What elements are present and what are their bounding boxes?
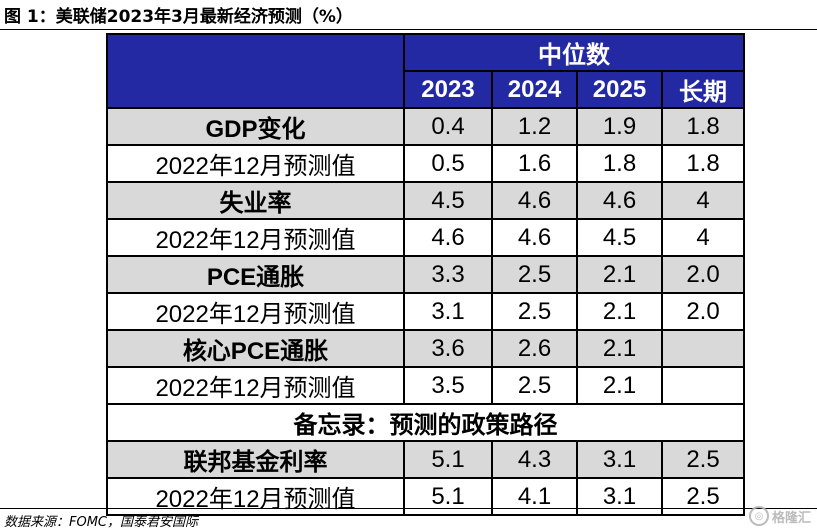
cell-value: 4.6 [491,218,578,257]
cell-value: 2.6 [491,329,578,368]
table-row: 联邦基金利率 5.1 4.3 3.1 2.5 [106,440,745,479]
cell-value: 0.4 [403,107,493,146]
cell-value: 2.5 [661,440,745,479]
table-row: 2022年12月预测值 0.5 1.6 1.8 1.8 [106,144,745,183]
cell-value: 0.5 [403,144,493,183]
cell-value: 1.8 [661,144,745,183]
header-blank-cell [106,33,405,109]
forecast-table: 中位数 2023 2024 2025 长期 GDP变化 0.4 1.2 1.9 … [106,33,745,516]
row-label: 失业率 [106,181,405,220]
cell-value: 4 [661,181,745,220]
header-col-2025: 2025 [576,70,663,109]
cell-value: 2.0 [661,255,745,294]
cell-value: 4.3 [491,440,578,479]
table-row: 2022年12月预测值 3.1 2.5 2.1 2.0 [106,292,745,331]
row-label: GDP变化 [106,107,405,146]
row-label: 2022年12月预测值 [106,366,405,405]
watermark: ◎ 格隆汇 [748,506,811,526]
header-row-years: 2023 2024 2025 长期 [107,70,745,109]
row-label: PCE通胀 [106,255,405,294]
bottom-rule [0,508,817,509]
table-row: GDP变化 0.4 1.2 1.9 1.8 [106,107,745,146]
table-row: PCE通胀 3.3 2.5 2.1 2.0 [106,255,745,294]
top-rule [0,29,817,30]
memo-label: 备忘录：预测的政策路径 [106,403,745,442]
cell-value: 2.5 [661,477,745,516]
cell-value: 2.1 [576,366,663,405]
table-row: 2022年12月预测值 3.5 2.5 2.1 [106,366,745,405]
header-col-2023: 2023 [403,70,493,109]
cell-value: 2.1 [576,255,663,294]
cell-value: 3.1 [576,440,663,479]
cell-value: 4.6 [403,218,493,257]
cell-value: 4.5 [403,181,493,220]
row-label: 2022年12月预测值 [106,218,405,257]
table-row: 核心PCE通胀 3.6 2.6 2.1 [106,329,745,368]
cell-value: 4.6 [491,181,578,220]
cell-value: 3.3 [403,255,493,294]
header-group-label: 中位数 [403,33,745,72]
row-label: 2022年12月预测值 [106,477,405,516]
cell-value: 2.5 [491,255,578,294]
cell-value: 4 [661,218,745,257]
row-label: 2022年12月预测值 [106,144,405,183]
cell-value [661,366,745,405]
memo-row: 备忘录：预测的政策路径 [106,403,745,442]
header-row-group: 中位数 [106,33,745,109]
cell-value: 2.5 [491,366,578,405]
cell-value: 5.1 [403,477,493,516]
cell-value: 2.1 [576,292,663,331]
cell-value: 4.6 [576,181,663,220]
cell-value: 1.8 [576,144,663,183]
cell-value: 1.6 [491,144,578,183]
cell-value: 5.1 [403,440,493,479]
cell-value: 2.1 [576,329,663,368]
row-label: 核心PCE通胀 [106,329,405,368]
cell-value: 3.1 [576,477,663,516]
cell-value: 3.5 [403,366,493,405]
figure-title: 图 1：美联储2023年3月最新经济预测（%） [4,7,353,27]
header-col-2024: 2024 [491,70,578,109]
cell-value: 3.1 [403,292,493,331]
cell-value: 4.5 [576,218,663,257]
cell-value: 1.8 [661,107,745,146]
table-row: 2022年12月预测值 5.1 4.1 3.1 2.5 [106,477,745,516]
cell-value: 2.5 [491,292,578,331]
row-label: 2022年12月预测值 [106,292,405,331]
header-col-long-run: 长期 [661,70,745,109]
table-row: 失业率 4.5 4.6 4.6 4 [106,181,745,220]
cell-value: 3.6 [403,329,493,368]
row-label: 联邦基金利率 [106,440,405,479]
table-row: 2022年12月预测值 4.6 4.6 4.5 4 [106,218,745,257]
watermark-text: 格隆汇 [771,510,811,526]
watermark-logo-icon: ◎ [748,506,769,526]
cell-value [661,329,745,368]
cell-value: 2.0 [661,292,745,331]
cell-value: 1.2 [491,107,578,146]
source-note: 数据来源：FOMC，国泰君安国际 [4,515,199,530]
cell-value: 4.1 [491,477,578,516]
cell-value: 1.9 [576,107,663,146]
